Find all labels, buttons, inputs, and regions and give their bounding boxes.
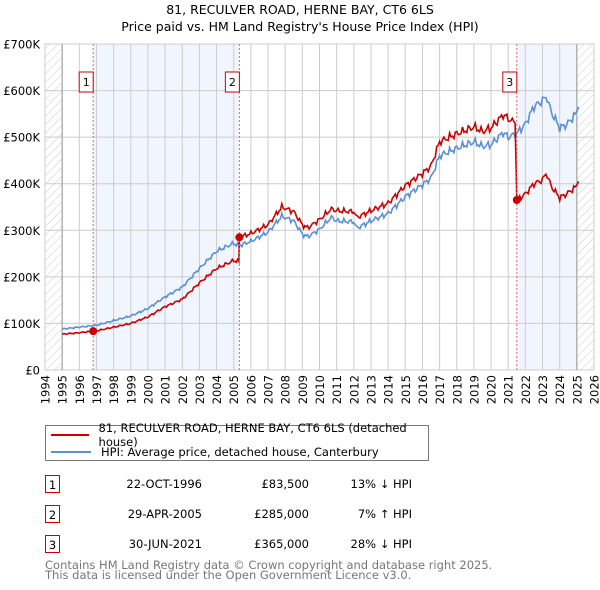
sale-label-box (78, 71, 94, 93)
legend-item-property: 81, RECULVER ROAD, HERNE BAY, CT6 6LS (d… (46, 421, 428, 449)
table-row: 1 22-OCT-1996 £83,500 13% ↓ HPI (45, 475, 445, 495)
legend-swatch-blue (51, 451, 91, 453)
x-tick-label: 2013 (364, 375, 378, 404)
sale-marker-box: 1 (45, 475, 60, 493)
property-price-line (62, 112, 580, 336)
x-tick-label: 2025 (570, 375, 584, 404)
sale-price: £285,000 (254, 507, 309, 521)
sale-label-box (502, 71, 518, 93)
legend-item-hpi: HPI: Average price, detached house, Cant… (46, 444, 379, 460)
x-tick-label: 2024 (553, 375, 567, 404)
sale-point (235, 233, 244, 242)
sale-price: £365,000 (254, 537, 309, 551)
x-tick-label: 1998 (107, 375, 121, 404)
x-tick-label: 1999 (124, 375, 138, 404)
x-tick-label: 2009 (296, 375, 310, 404)
x-tick-label: 2020 (485, 375, 499, 404)
chart-title: 81, RECULVER ROAD, HERNE BAY, CT6 6LS (166, 2, 434, 17)
footer-attribution: Contains HM Land Registry data © Crown c… (45, 558, 493, 582)
x-tick-label: 2011 (330, 375, 344, 404)
hatched-region-after-data (576, 44, 594, 370)
x-tick-label: 1994 (39, 375, 53, 404)
sale-point (89, 327, 98, 336)
legend: 81, RECULVER ROAD, HERNE BAY, CT6 6LS (d… (45, 421, 429, 461)
sale-hpi-diff: 7% ↑ HPI (357, 507, 412, 521)
y-tick-label: £700K (3, 38, 40, 52)
x-tick-label: 2019 (467, 375, 481, 404)
plot-border (44, 43, 595, 371)
sale-date: 29-APR-2005 (127, 507, 202, 521)
hpi-line (62, 96, 580, 330)
sale-label: 3 (506, 76, 513, 89)
table-row: 3 30-JUN-2021 £365,000 28% ↓ HPI (45, 535, 445, 555)
x-tick-label: 2003 (193, 375, 207, 404)
x-tick-label: 2017 (433, 375, 447, 404)
sale-marker-box: 2 (45, 505, 60, 523)
x-tick-label: 2021 (502, 375, 516, 404)
x-tick-label: 2015 (399, 375, 413, 404)
legend-swatch-red (51, 434, 89, 436)
x-tick-label: 2004 (210, 375, 224, 404)
hatched-region-before-data (45, 44, 63, 370)
sale-label-box (224, 71, 240, 93)
x-tick-label: 2006 (244, 375, 258, 404)
x-tick-label: 2014 (382, 375, 396, 404)
sale-hpi-diff: 28% ↓ HPI (350, 537, 412, 551)
x-tick-label: 2010 (313, 375, 327, 404)
sale-price: £83,500 (261, 477, 309, 491)
x-tick-label: 2008 (279, 375, 293, 404)
sale-hpi-diff: 13% ↓ HPI (350, 477, 412, 491)
y-tick-label: £400K (3, 177, 40, 191)
x-tick-label: 1996 (73, 375, 87, 404)
y-tick-label: £300K (3, 224, 40, 238)
x-tick-label: 2001 (159, 375, 173, 404)
x-tick-label: 2018 (450, 375, 464, 404)
x-tick-label: 1995 (56, 375, 70, 404)
x-tick-label: 1997 (90, 375, 104, 404)
x-tick-label: 2012 (347, 375, 361, 404)
price-chart: 81, RECULVER ROAD, HERNE BAY, CT6 6LS Pr… (3, 2, 600, 404)
chart-subtitle: Price paid vs. HM Land Registry's House … (121, 19, 478, 34)
x-tick-label: 2000 (141, 375, 155, 404)
sale-label: 2 (229, 76, 236, 89)
footer-line: This data is licensed under the Open Gov… (45, 568, 412, 582)
legend-label: 81, RECULVER ROAD, HERNE BAY, CT6 6LS (d… (98, 421, 407, 449)
y-tick-label: £0 (25, 364, 40, 378)
x-tick-label: 2022 (519, 375, 533, 404)
x-tick-label: 2026 (588, 375, 600, 404)
footer-line: Contains HM Land Registry data © Crown c… (45, 558, 493, 572)
shaded-ownership-period (93, 44, 240, 370)
y-tick-label: £500K (3, 131, 40, 145)
sale-marker-box: 3 (45, 535, 60, 553)
x-tick-label: 2002 (176, 375, 190, 404)
x-tick-label: 2007 (262, 375, 276, 404)
y-tick-label: £600K (3, 84, 40, 98)
sale-date: 30-JUN-2021 (128, 537, 202, 551)
y-tick-label: £200K (3, 270, 40, 284)
sale-point (512, 196, 521, 205)
y-tick-label: £100K (3, 317, 40, 331)
sale-date: 22-OCT-1996 (126, 477, 202, 491)
legend-label: HPI: Average price, detached house, Cant… (101, 445, 379, 459)
sale-label: 1 (83, 76, 90, 89)
x-tick-label: 2016 (416, 375, 430, 404)
x-tick-label: 2023 (536, 375, 550, 404)
table-row: 2 29-APR-2005 £285,000 7% ↑ HPI (45, 505, 445, 525)
x-tick-label: 2005 (227, 375, 241, 404)
